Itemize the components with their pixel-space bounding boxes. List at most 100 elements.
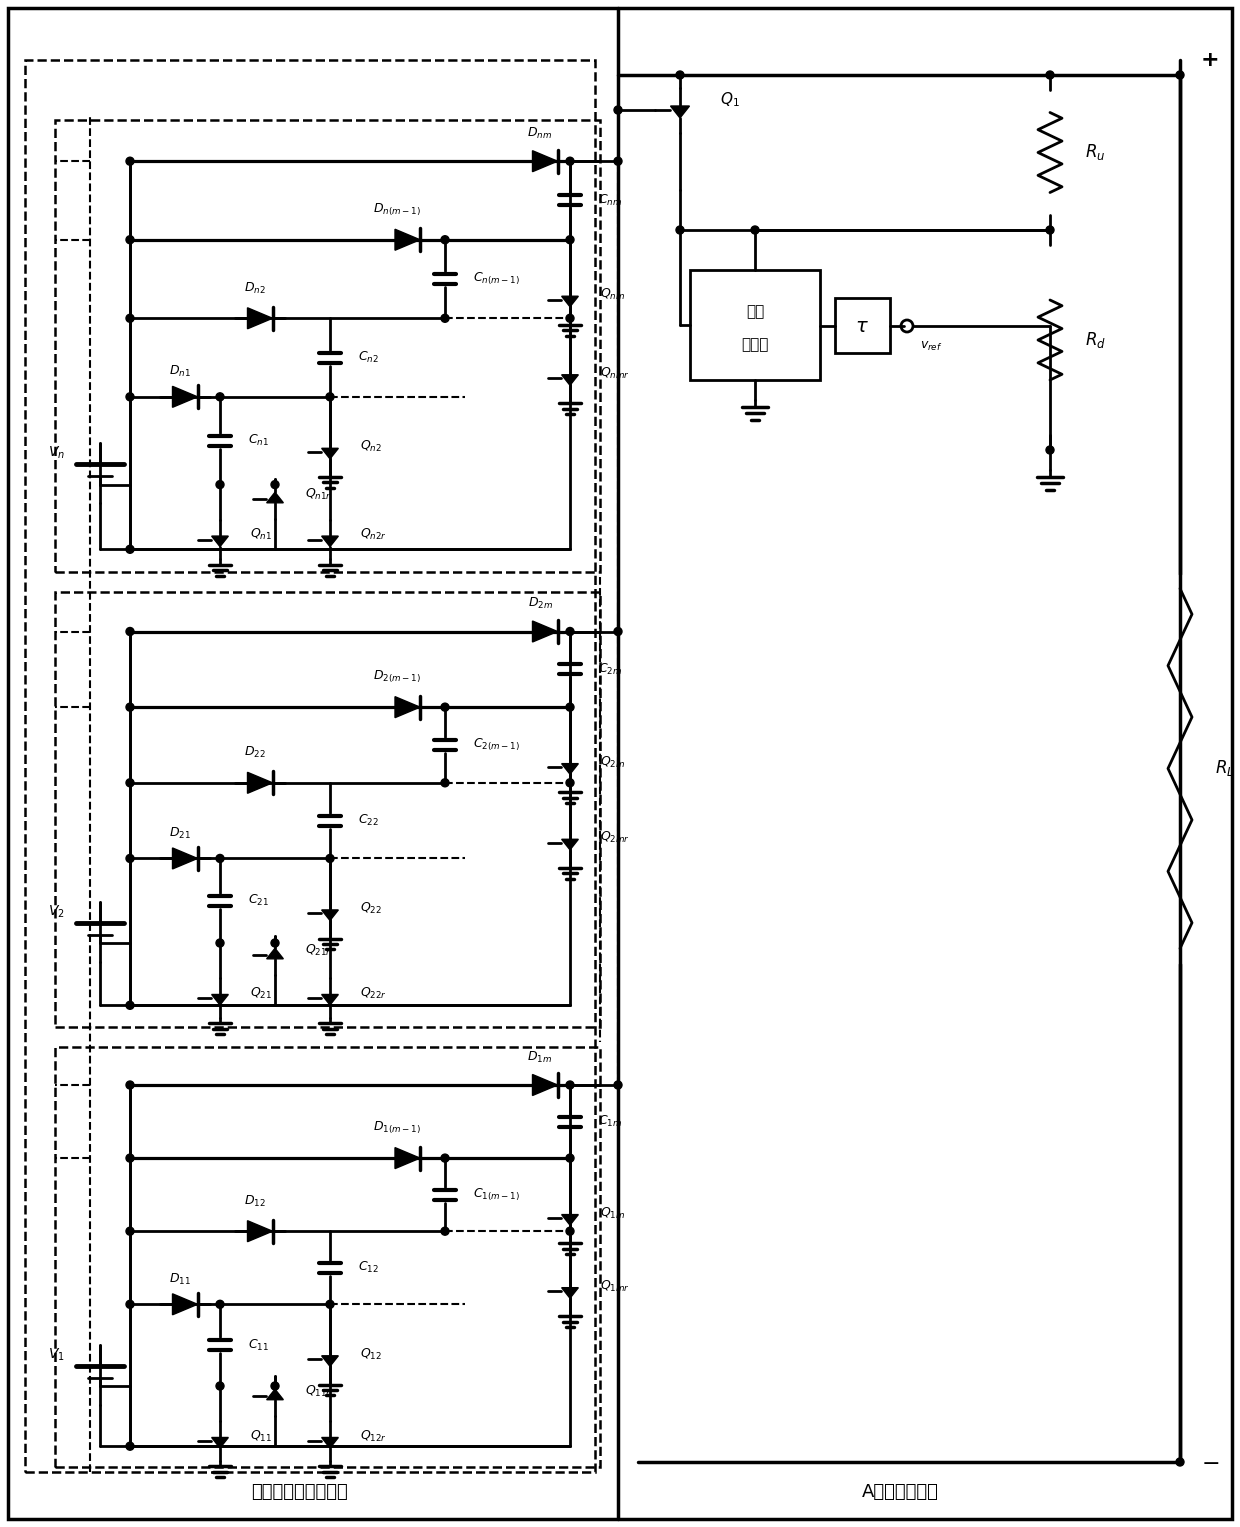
Polygon shape bbox=[212, 994, 228, 1005]
Circle shape bbox=[326, 855, 334, 863]
Text: $D_{11}$: $D_{11}$ bbox=[169, 1272, 191, 1287]
Text: $D_{12}$: $D_{12}$ bbox=[244, 1194, 265, 1209]
Circle shape bbox=[272, 939, 279, 947]
Text: $D_{n(m-1)}$: $D_{n(m-1)}$ bbox=[373, 202, 422, 218]
Text: $R_L$: $R_L$ bbox=[1215, 759, 1234, 779]
Polygon shape bbox=[321, 910, 339, 921]
Polygon shape bbox=[562, 374, 578, 385]
Circle shape bbox=[565, 1081, 574, 1089]
Polygon shape bbox=[396, 696, 420, 718]
Circle shape bbox=[1176, 70, 1184, 79]
Circle shape bbox=[126, 235, 134, 244]
Text: $D_{22}$: $D_{22}$ bbox=[244, 745, 265, 760]
Text: $Q_1$: $Q_1$ bbox=[720, 90, 740, 110]
Polygon shape bbox=[562, 296, 578, 307]
Text: $C_{1m}$: $C_{1m}$ bbox=[598, 1115, 622, 1128]
Text: $Q_{21}$: $Q_{21}$ bbox=[250, 985, 272, 1000]
Text: $R_u$: $R_u$ bbox=[1085, 142, 1105, 162]
Circle shape bbox=[126, 779, 134, 786]
Polygon shape bbox=[532, 1075, 558, 1095]
Text: $v_{ref}$: $v_{ref}$ bbox=[920, 339, 942, 353]
Bar bbox=[689, 270, 820, 380]
Circle shape bbox=[126, 1154, 134, 1162]
Text: $Q_{n1}$: $Q_{n1}$ bbox=[250, 527, 272, 542]
Text: $D_{2(m-1)}$: $D_{2(m-1)}$ bbox=[373, 669, 422, 686]
Circle shape bbox=[565, 628, 574, 635]
Text: $C_{21}$: $C_{21}$ bbox=[248, 893, 269, 909]
Text: $\tau$: $\tau$ bbox=[856, 316, 869, 336]
Circle shape bbox=[126, 1441, 134, 1451]
Text: $Q_{21r}$: $Q_{21r}$ bbox=[305, 942, 332, 957]
Circle shape bbox=[216, 939, 224, 947]
Text: $C_{2m}$: $C_{2m}$ bbox=[598, 661, 622, 676]
Circle shape bbox=[216, 1301, 224, 1309]
Circle shape bbox=[614, 105, 622, 115]
Text: $Q_{22}$: $Q_{22}$ bbox=[360, 901, 382, 916]
Text: $Q_{11}$: $Q_{11}$ bbox=[250, 1428, 272, 1443]
Polygon shape bbox=[321, 1356, 339, 1367]
Text: $Q_{2mr}$: $Q_{2mr}$ bbox=[600, 831, 630, 846]
Polygon shape bbox=[532, 151, 558, 171]
Circle shape bbox=[751, 226, 759, 234]
Circle shape bbox=[216, 392, 224, 400]
Circle shape bbox=[441, 779, 449, 786]
Polygon shape bbox=[267, 1390, 284, 1400]
Bar bbox=[835, 298, 890, 353]
Circle shape bbox=[272, 481, 279, 489]
Polygon shape bbox=[172, 386, 197, 408]
Text: $R_d$: $R_d$ bbox=[1085, 330, 1106, 350]
Text: $C_{n(m-1)}$: $C_{n(m-1)}$ bbox=[472, 270, 521, 287]
Text: $Q_{2m}$: $Q_{2m}$ bbox=[600, 754, 625, 770]
Circle shape bbox=[126, 392, 134, 400]
Circle shape bbox=[126, 702, 134, 712]
Circle shape bbox=[565, 235, 574, 244]
Text: $C_{2(m-1)}$: $C_{2(m-1)}$ bbox=[472, 736, 521, 753]
Text: $D_{n2}$: $D_{n2}$ bbox=[244, 281, 265, 296]
Polygon shape bbox=[532, 621, 558, 641]
Polygon shape bbox=[321, 1437, 339, 1448]
Circle shape bbox=[126, 628, 134, 635]
Circle shape bbox=[326, 392, 334, 400]
Circle shape bbox=[676, 70, 684, 79]
Circle shape bbox=[126, 545, 134, 553]
Circle shape bbox=[441, 702, 449, 712]
Circle shape bbox=[126, 1081, 134, 1089]
Text: 阶梯波电压发生电路: 阶梯波电压发生电路 bbox=[252, 1483, 348, 1501]
Circle shape bbox=[216, 855, 224, 863]
Circle shape bbox=[441, 1228, 449, 1235]
Circle shape bbox=[441, 1154, 449, 1162]
Polygon shape bbox=[212, 536, 228, 547]
Circle shape bbox=[126, 855, 134, 863]
Polygon shape bbox=[267, 948, 284, 959]
Text: $D_{nm}$: $D_{nm}$ bbox=[527, 125, 553, 140]
Bar bbox=[55, 121, 600, 573]
Text: $V_n$: $V_n$ bbox=[48, 444, 64, 461]
Polygon shape bbox=[396, 1148, 420, 1168]
Polygon shape bbox=[267, 492, 284, 502]
Text: $Q_{12}$: $Q_{12}$ bbox=[360, 1347, 382, 1362]
Circle shape bbox=[614, 157, 622, 165]
Text: $V_1$: $V_1$ bbox=[48, 1347, 64, 1364]
Circle shape bbox=[565, 1154, 574, 1162]
Polygon shape bbox=[248, 308, 273, 328]
Text: $C_{11}$: $C_{11}$ bbox=[248, 1338, 269, 1353]
Polygon shape bbox=[172, 847, 197, 869]
Polygon shape bbox=[562, 1287, 578, 1298]
Text: A类线性放大器: A类线性放大器 bbox=[862, 1483, 939, 1501]
Text: $Q_{n2}$: $Q_{n2}$ bbox=[360, 440, 382, 455]
Circle shape bbox=[1176, 1458, 1184, 1466]
Polygon shape bbox=[172, 1293, 197, 1315]
Text: $Q_{12r}$: $Q_{12r}$ bbox=[360, 1428, 387, 1443]
Circle shape bbox=[614, 628, 622, 635]
Text: 调节器: 调节器 bbox=[742, 337, 769, 353]
Text: $C_{n2}$: $C_{n2}$ bbox=[358, 350, 379, 365]
Circle shape bbox=[272, 1382, 279, 1390]
Text: $D_{2m}$: $D_{2m}$ bbox=[527, 596, 553, 611]
Text: $V_2$: $V_2$ bbox=[48, 904, 64, 921]
Text: $Q_{1mr}$: $Q_{1mr}$ bbox=[600, 1278, 630, 1293]
Circle shape bbox=[1047, 226, 1054, 234]
Text: $D_{n1}$: $D_{n1}$ bbox=[169, 365, 191, 379]
Text: $C_{nm}$: $C_{nm}$ bbox=[598, 192, 622, 208]
Circle shape bbox=[126, 315, 134, 322]
Polygon shape bbox=[248, 773, 273, 794]
